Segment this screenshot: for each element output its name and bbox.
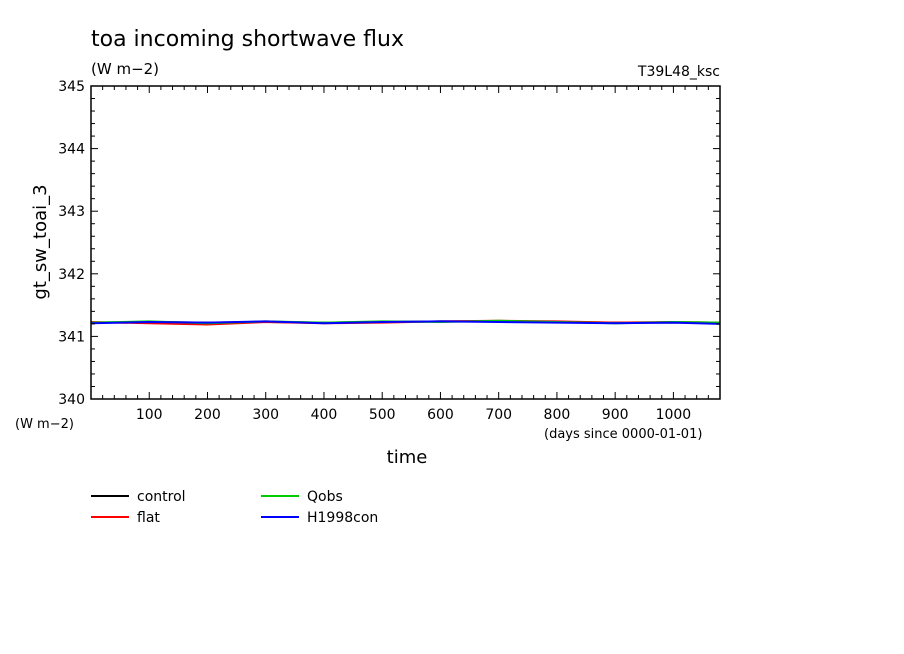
plot-frame — [90, 85, 721, 400]
legend-label-flat: flat — [137, 510, 160, 526]
x-tick-label: 200 — [194, 407, 221, 423]
y-tick-label: 344 — [58, 142, 85, 158]
y-tick-label: 343 — [58, 204, 85, 220]
y-tick-label: 340 — [58, 392, 85, 408]
legend-label-control: control — [137, 489, 186, 505]
x-tick-label: 700 — [485, 407, 512, 423]
y-axis-title: gt_sw_toai_3 — [30, 184, 51, 299]
series-line-h1998con — [90, 320, 721, 325]
x-axis-title: time — [387, 447, 428, 468]
x-tick-label: 300 — [252, 407, 279, 423]
legend-label-h1998con: H1998con — [307, 510, 378, 526]
x-tick-label: 600 — [427, 407, 454, 423]
series-layer — [90, 319, 721, 326]
run-tag: T39L48_ksc — [637, 64, 720, 80]
x-tick-label: 800 — [544, 407, 571, 423]
x-axis-unit: (days since 0000-01-01) — [544, 427, 702, 442]
legend-label-qobs: Qobs — [307, 489, 343, 505]
ticks-layer: 100 200 300 400 500 600 700 800 900 1000 340 341 342… — [58, 79, 720, 423]
y-tick-label: 345 — [58, 79, 85, 95]
x-tick-label: 400 — [311, 407, 338, 423]
x-tick-label: 1000 — [656, 407, 692, 423]
y-axis-unit: (W m−2) — [15, 417, 74, 432]
y-tick-label: 341 — [58, 329, 85, 345]
legend: control flat Qobs H1998con — [91, 489, 378, 526]
x-tick-label: 900 — [602, 407, 629, 423]
x-tick-label: 100 — [136, 407, 163, 423]
chart-subtitle: (W m−2) — [91, 60, 159, 78]
x-tick-label: 500 — [369, 407, 396, 423]
y-tick-label: 342 — [58, 267, 85, 283]
chart-title: toa incoming shortwave flux — [91, 27, 404, 52]
